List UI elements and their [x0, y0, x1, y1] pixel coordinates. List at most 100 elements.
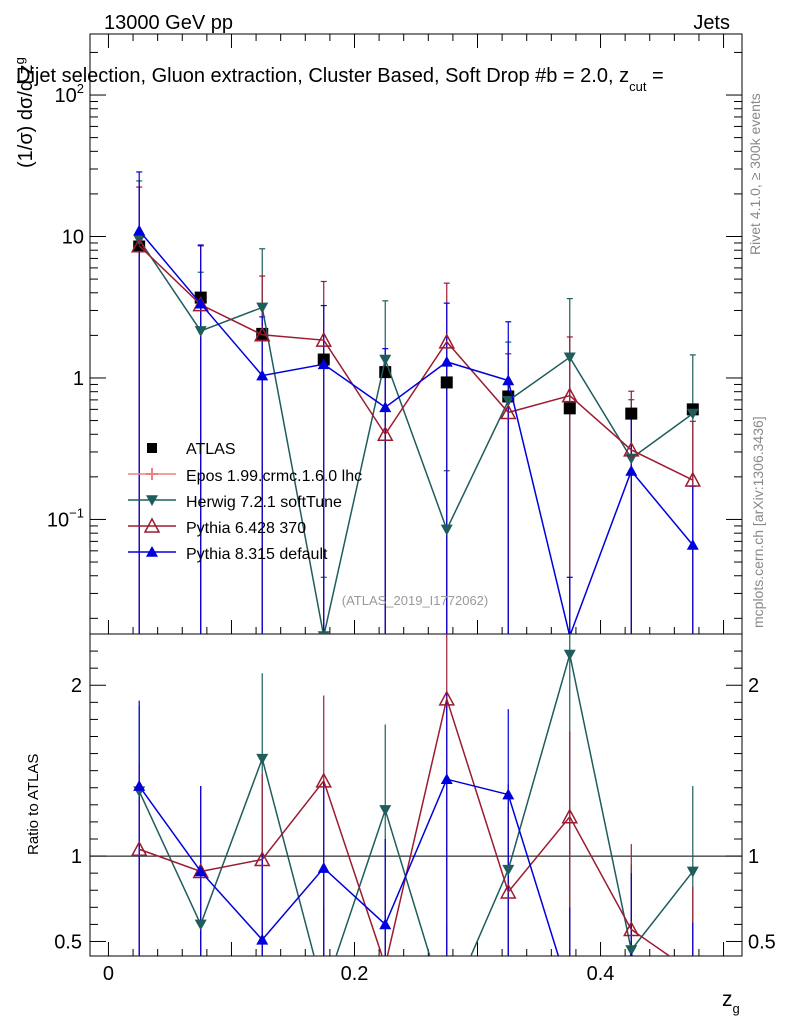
ratio-data-point — [379, 918, 392, 930]
data-point — [440, 355, 453, 367]
x-tick-label: 0.2 — [341, 963, 369, 985]
data-point — [502, 395, 515, 407]
legend-label-pythia8: Pythia 8.315 default — [186, 546, 328, 563]
legend-label-atlas: ATLAS — [186, 441, 236, 458]
data-point — [440, 376, 453, 389]
analysis-id-label: (ATLAS_2019_I1772062) — [342, 593, 488, 608]
data-point — [194, 297, 207, 309]
series-line — [138, 239, 694, 634]
data-point — [502, 374, 515, 386]
energy-label: 13000 GeV pp — [104, 12, 233, 34]
ratio-data-point — [253, 850, 271, 867]
ratio-data-point — [625, 945, 638, 956]
ratio-data-point — [438, 690, 456, 706]
legend-label-epos: Epos 1.99.crmc.1.6.0 lhc — [186, 468, 362, 485]
main-y-tick-label: 10−1 — [47, 505, 84, 531]
main-y-axis-label: (1/σ) dσ/d zg — [12, 57, 37, 168]
ratio-y-axis-label: Ratio to ATLAS — [25, 754, 42, 855]
ratio-data-point — [686, 965, 700, 978]
series-line — [138, 230, 694, 634]
data-point — [438, 333, 456, 349]
data-point — [563, 402, 576, 415]
series-line — [138, 245, 694, 481]
ratio-data-point — [561, 808, 579, 824]
ratio-data-point — [629, 952, 634, 956]
ratio-data-point — [256, 753, 269, 765]
ratio-series-line — [138, 696, 671, 956]
data-point — [684, 471, 702, 487]
legend-marker — [146, 546, 158, 557]
ratio-data-point — [687, 1002, 699, 1013]
ratio-data-point — [378, 958, 392, 971]
ratio-data-point — [441, 1007, 453, 1018]
data-point — [625, 465, 638, 476]
data-point — [256, 327, 269, 340]
ratio-data-point — [623, 920, 640, 937]
ratio-data-point — [500, 883, 517, 899]
main-y-tick-label: 102 — [55, 81, 84, 107]
ratio-data-point — [194, 865, 207, 877]
ratio-y-tick-label: 1 — [71, 846, 82, 868]
data-point — [130, 237, 148, 253]
data-point — [686, 538, 699, 550]
data-point — [256, 302, 269, 314]
data-point — [317, 631, 330, 634]
ratio-data-point — [192, 862, 209, 879]
ratio-plot-frame — [89, 633, 743, 957]
main-y-tick-label: 10 — [62, 227, 84, 249]
category-label: Jets — [693, 12, 730, 34]
ratio-data-point — [317, 862, 330, 873]
data-point — [379, 354, 392, 366]
ratio-data-point — [133, 780, 146, 791]
data-point — [563, 352, 576, 364]
ratio-data-point — [502, 788, 515, 800]
data-point — [567, 630, 572, 634]
ratio-y-tick-label: 0.5 — [54, 931, 82, 953]
legend-marker — [143, 517, 161, 533]
ratio-data-point — [502, 864, 515, 876]
ratio-data-point — [318, 988, 330, 999]
data-point — [686, 408, 699, 420]
data-point — [253, 326, 271, 342]
data-point — [256, 369, 269, 381]
legend-marker — [147, 443, 157, 453]
plot-title: Dijet selection, Gluon extraction, Clust… — [16, 65, 664, 94]
data-point — [440, 524, 453, 536]
ratio-series-line — [138, 778, 560, 956]
ratio-series-line — [138, 654, 694, 956]
legend-marker — [146, 495, 158, 506]
ratio-y-tick-label-right: 0.5 — [748, 931, 776, 953]
mcplots-label: mcplots.cern.ch [arXiv:1306.3436] — [750, 416, 766, 628]
rivet-version-label: Rivet 4.1.0, ≥ 300k events — [747, 93, 763, 255]
ratio-data-point — [440, 773, 453, 784]
ratio-data-point — [563, 649, 576, 661]
ratio-data-point — [686, 866, 699, 878]
ratio-data-point — [256, 933, 269, 945]
ratio-y-tick-label-right: 2 — [748, 675, 759, 697]
data-point — [623, 441, 640, 457]
data-point — [561, 387, 579, 403]
main-plot-frame — [89, 33, 743, 635]
ratio-y-tick-label: 2 — [71, 675, 82, 697]
x-axis-label: zg — [722, 988, 740, 1016]
ratio-data-point — [315, 772, 332, 788]
data-point — [317, 358, 330, 370]
data-point — [625, 407, 638, 420]
ratio-y-tick-label-right: 1 — [748, 846, 759, 868]
data-point — [315, 331, 332, 347]
data-point — [133, 224, 146, 236]
ratio-data-point — [194, 919, 207, 931]
x-tick-label: 0.4 — [587, 963, 615, 985]
legend-label-herwig: Herwig 7.2.1 softTune — [186, 494, 342, 511]
ratio-data-point — [130, 840, 148, 856]
main-y-tick-label: 1 — [73, 368, 84, 390]
data-point — [194, 326, 207, 337]
legend-marker — [146, 468, 158, 480]
ratio-data-point — [564, 987, 576, 998]
data-point — [376, 425, 394, 442]
data-point — [500, 403, 517, 420]
data-point — [379, 401, 392, 413]
legend-label-pythia6: Pythia 6.428 370 — [186, 520, 306, 537]
ratio-data-point — [379, 805, 392, 816]
